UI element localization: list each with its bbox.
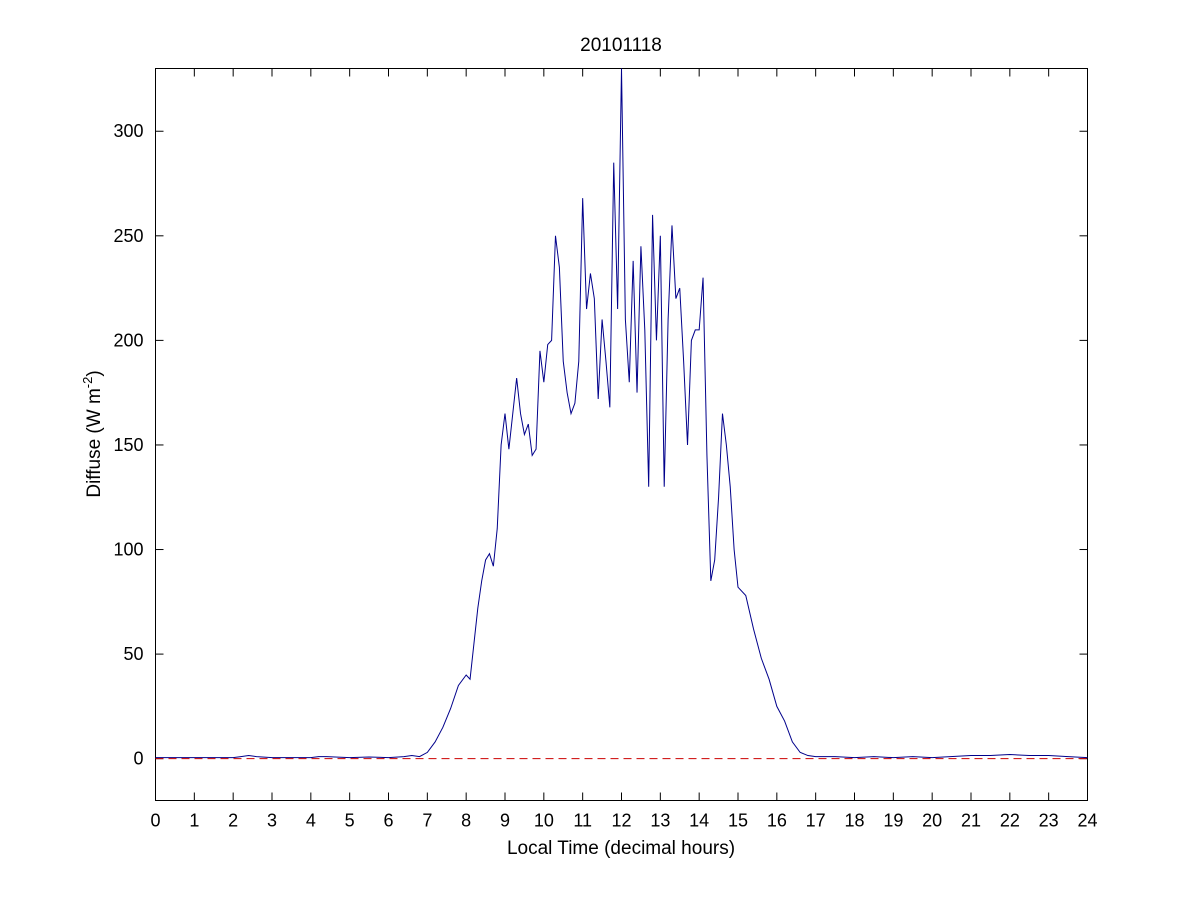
x-tick-label: 24: [1077, 811, 1097, 831]
y-axis-label-close: ): [84, 370, 105, 376]
y-tick-label: 0: [133, 749, 143, 769]
x-tick-label: 11: [573, 811, 592, 831]
x-tick-label: 2: [228, 811, 238, 831]
y-axis-label-exponent: -2: [80, 377, 95, 389]
x-tick-label: 7: [422, 811, 432, 831]
y-tick-label: 250: [113, 226, 143, 246]
x-tick-label: 14: [689, 811, 709, 831]
x-axis-label: Local Time (decimal hours): [507, 838, 735, 859]
plot-area: [155, 68, 1088, 801]
x-tick-label: 17: [806, 811, 826, 831]
x-tick-label: 18: [844, 811, 864, 831]
y-tick-label: 100: [113, 540, 143, 560]
x-tick-label: 4: [306, 811, 316, 831]
x-tick-label: 13: [650, 811, 670, 831]
x-tick-label: 16: [767, 811, 787, 831]
x-tick-label: 5: [345, 811, 355, 831]
y-tick-label: 150: [113, 435, 143, 455]
ticks-layer: 0 1 2 3 4 5 6 7 8 9 10 11 12 13 14 15 16 17 18 19 20 21 22 23 24…: [113, 68, 1098, 831]
x-tick-label: 22: [1000, 811, 1020, 831]
series-layer: [155, 68, 1088, 760]
x-tick-label: 8: [461, 811, 471, 831]
x-tick-label: 20: [922, 811, 942, 831]
x-tick-label: 6: [383, 811, 393, 831]
y-tick-label: 50: [123, 644, 143, 664]
x-tick-label: 10: [534, 811, 554, 831]
x-tick-label: 21: [961, 811, 981, 831]
diffuse-series-line: [155, 68, 1088, 759]
y-tick-label: 300: [113, 121, 143, 141]
x-tick-label: 12: [611, 811, 631, 831]
y-tick-label: 200: [113, 330, 143, 350]
x-tick-label: 15: [728, 811, 748, 831]
x-tick-label: 9: [500, 811, 510, 831]
chart-title: 20101118: [580, 35, 662, 56]
y-axis-label-main: Diffuse (W m: [84, 388, 105, 497]
x-tick-label: 19: [883, 811, 903, 831]
x-tick-label: 23: [1039, 811, 1059, 831]
x-tick-label: 1: [189, 811, 199, 831]
x-tick-label: 3: [267, 811, 277, 831]
y-axis-label: Diffuse (W m-2): [80, 370, 105, 497]
x-tick-label: 0: [150, 811, 160, 831]
